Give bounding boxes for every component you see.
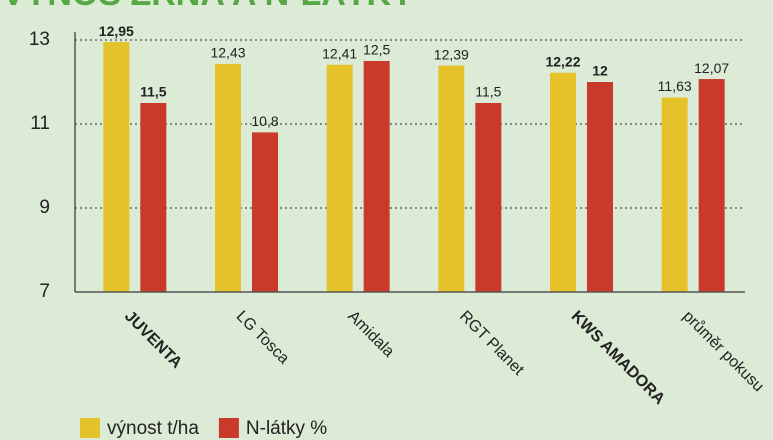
y-tick-label: 7: [39, 281, 50, 302]
bar: [140, 103, 167, 292]
chart-title: VÝNOS ZRNA A N-LÁTKY: [2, 0, 414, 13]
legend-label: výnost t/ha: [107, 418, 199, 439]
x-tick-label: průměr pokusu: [679, 307, 767, 395]
value-label: 11,5: [475, 84, 501, 100]
x-tick-label: KWS AMADORA: [568, 308, 669, 409]
legend-label: N-látky %: [246, 418, 327, 439]
value-label: 12,5: [363, 42, 390, 58]
bar: [103, 42, 130, 292]
legend-swatch: [80, 418, 100, 438]
bar: [252, 132, 278, 292]
bar: [363, 61, 390, 292]
x-tick-label: Amidala: [344, 308, 397, 361]
legend-swatch: [218, 418, 239, 438]
value-label: 11,63: [658, 78, 692, 94]
y-tick-label: 11: [30, 113, 50, 134]
bar: [215, 63, 241, 292]
bar: [661, 97, 688, 292]
x-tick-label: RGT Planet: [456, 308, 527, 379]
x-tick-label: JUVENTA: [121, 308, 185, 372]
bar: [550, 72, 576, 292]
value-label: 12,22: [545, 53, 580, 69]
value-label: 12,95: [99, 23, 134, 39]
value-label: 12,39: [434, 46, 469, 62]
x-tick-label: LG Tosca: [233, 308, 293, 368]
value-label: 12,41: [322, 45, 357, 61]
value-label: 12,07: [694, 60, 729, 76]
bar: [326, 64, 353, 292]
y-tick-label: 9: [39, 197, 50, 218]
value-label: 12: [592, 63, 608, 79]
value-label: 12,43: [210, 45, 245, 61]
value-label: 10,8: [251, 113, 278, 129]
y-tick-label: 13: [29, 29, 50, 50]
bar: [438, 65, 465, 293]
bar: [587, 82, 613, 292]
value-label: 11,5: [140, 84, 167, 100]
bar: [475, 103, 502, 292]
bar: [698, 79, 725, 292]
